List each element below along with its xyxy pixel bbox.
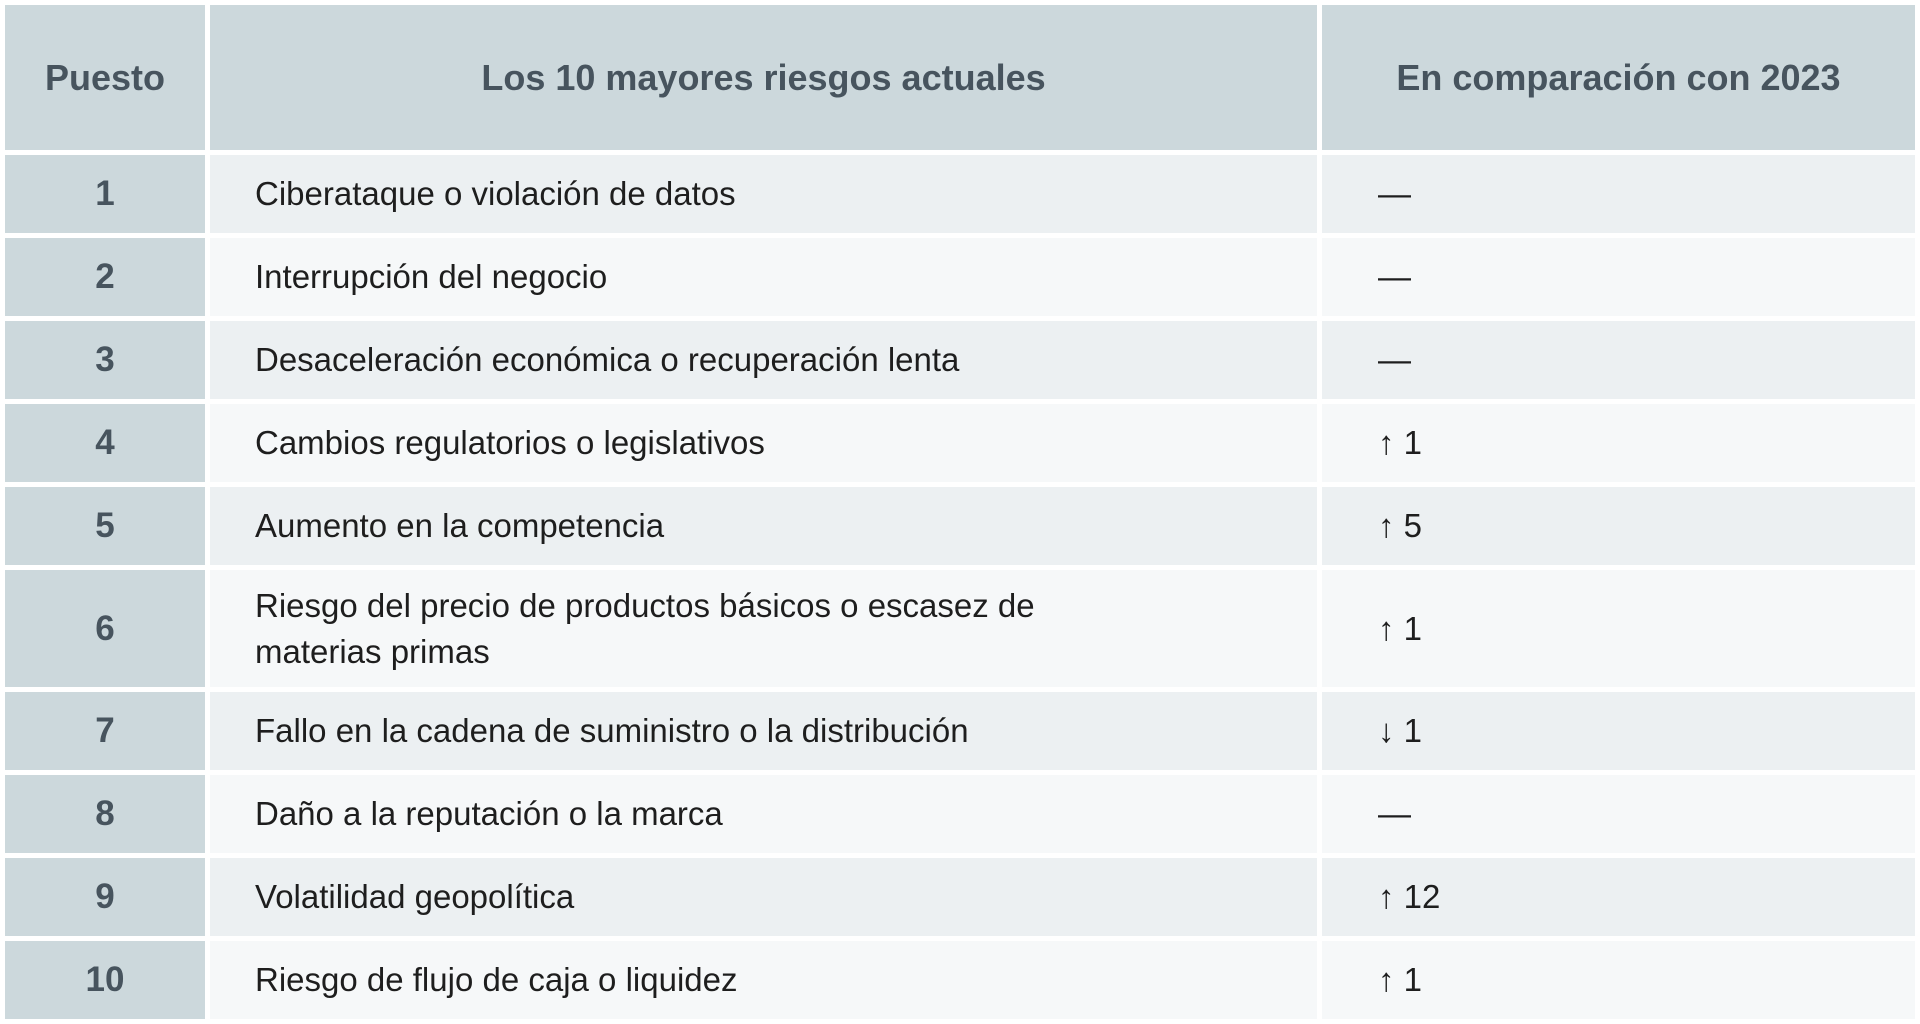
rank-cell: 10 xyxy=(5,941,205,1019)
change-cell: ↓ 1 xyxy=(1322,692,1915,770)
table-row: 7 Fallo en la cadena de suministro o la … xyxy=(5,692,1915,770)
change-cell: ↑ 1 xyxy=(1322,941,1915,1019)
rank-column-header: Puesto xyxy=(5,5,205,150)
table-row: 2 Interrupción del negocio — xyxy=(5,238,1915,316)
risks-column-header: Los 10 mayores riesgos actuales xyxy=(210,5,1317,150)
change-cell: — xyxy=(1322,238,1915,316)
table-row: 4 Cambios regulatorios o legislativos ↑ … xyxy=(5,404,1915,482)
table-row: 3 Desaceleración económica o recuperació… xyxy=(5,321,1915,399)
rank-cell: 6 xyxy=(5,570,205,687)
table-row: 6 Riesgo del precio de productos básicos… xyxy=(5,570,1915,687)
change-cell: ↑ 12 xyxy=(1322,858,1915,936)
rank-cell: 3 xyxy=(5,321,205,399)
table-row: 1 Ciberataque o violación de datos — xyxy=(5,155,1915,233)
risk-cell: Ciberataque o violación de datos xyxy=(210,155,1317,233)
rank-cell: 7 xyxy=(5,692,205,770)
table-row: 8 Daño a la reputación o la marca — xyxy=(5,775,1915,853)
change-cell: — xyxy=(1322,775,1915,853)
table-row: 9 Volatilidad geopolítica ↑ 12 xyxy=(5,858,1915,936)
risk-cell: Riesgo de flujo de caja o liquidez xyxy=(210,941,1317,1019)
rank-cell: 1 xyxy=(5,155,205,233)
change-cell: ↑ 1 xyxy=(1322,570,1915,687)
change-cell: — xyxy=(1322,321,1915,399)
change-cell: — xyxy=(1322,155,1915,233)
comparison-column-header: En comparación con 2023 xyxy=(1322,5,1915,150)
table-row: 10 Riesgo de flujo de caja o liquidez ↑ … xyxy=(5,941,1915,1019)
risk-cell: Volatilidad geopolítica xyxy=(210,858,1317,936)
risk-cell: Interrupción del negocio xyxy=(210,238,1317,316)
rank-cell: 2 xyxy=(5,238,205,316)
risk-cell: Aumento en la competencia xyxy=(210,487,1317,565)
rank-cell: 9 xyxy=(5,858,205,936)
table-row: 5 Aumento en la competencia ↑ 5 xyxy=(5,487,1915,565)
header-row: Puesto Los 10 mayores riesgos actuales E… xyxy=(5,5,1915,150)
risk-cell: Riesgo del precio de productos básicos o… xyxy=(210,570,1317,687)
change-cell: ↑ 1 xyxy=(1322,404,1915,482)
risk-cell: Fallo en la cadena de suministro o la di… xyxy=(210,692,1317,770)
rank-cell: 8 xyxy=(5,775,205,853)
change-cell: ↑ 5 xyxy=(1322,487,1915,565)
risk-cell: Cambios regulatorios o legislativos xyxy=(210,404,1317,482)
rank-cell: 4 xyxy=(5,404,205,482)
risk-cell: Daño a la reputación o la marca xyxy=(210,775,1317,853)
risk-cell: Desaceleración económica o recuperación … xyxy=(210,321,1317,399)
rank-cell: 5 xyxy=(5,487,205,565)
